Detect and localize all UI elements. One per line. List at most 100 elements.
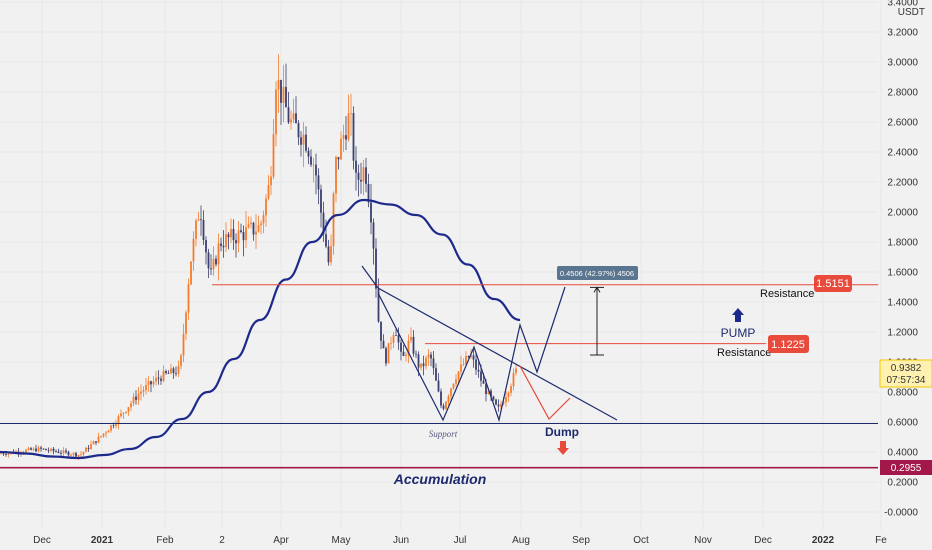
- candle-body: [397, 335, 400, 343]
- pattern-drawings: [361, 265, 618, 423]
- time-axis[interactable]: Dec 2021 Feb 2 Apr May Jun Jul Aug Sep Oct Nov Dec 20…: [33, 535, 887, 546]
- candle-body: [145, 384, 147, 391]
- candle-body: [182, 333, 185, 356]
- candle-body: [382, 340, 385, 349]
- candle-body: [225, 234, 227, 248]
- candle-body: [262, 215, 265, 224]
- candle-body: [335, 156, 337, 194]
- y-tick-label: 3.4000: [887, 0, 918, 9]
- candle-body: [27, 448, 30, 450]
- candle-body: [210, 268, 212, 270]
- candle-body: [222, 245, 225, 248]
- candle-body: [130, 403, 132, 408]
- resistance-label-lower: Resistance: [717, 347, 771, 359]
- candle-body: [455, 379, 457, 384]
- candle-body: [467, 356, 470, 357]
- candle-body: [332, 193, 335, 246]
- candle-body: [80, 454, 82, 456]
- candle-body: [52, 448, 55, 452]
- candle-body: [65, 450, 67, 452]
- candle-body: [325, 234, 327, 247]
- candle-body: [125, 411, 127, 413]
- candle-body: [192, 238, 195, 262]
- x-tick-label: Feb: [156, 535, 174, 546]
- candle-body: [395, 334, 397, 336]
- x-tick-label: Dec: [754, 535, 772, 546]
- accumulation-tag: [880, 460, 932, 475]
- candle-body: [7, 452, 10, 455]
- candle-body: [62, 450, 65, 454]
- candle-body: [232, 229, 235, 241]
- candle-body: [492, 396, 495, 400]
- dump-label: Dump: [545, 425, 579, 439]
- candle-body: [317, 175, 320, 190]
- current-price-countdown: 07:57:34: [887, 375, 926, 386]
- candle-body: [312, 164, 315, 166]
- candle-body: [270, 176, 272, 186]
- candle-body: [487, 390, 490, 395]
- candle-body: [160, 378, 162, 381]
- candle-body: [375, 248, 377, 289]
- candle-body: [400, 342, 402, 352]
- candle-body: [162, 371, 165, 381]
- candle-body: [5, 454, 7, 455]
- candle-body: [500, 404, 502, 407]
- candle-body: [92, 441, 95, 445]
- candle-body: [147, 381, 150, 385]
- candle-body: [32, 448, 35, 450]
- candle-body: [267, 185, 270, 199]
- candle-body: [215, 258, 217, 265]
- quote-currency-label: USDT: [898, 7, 925, 18]
- horizontal-price-lines: [0, 284, 878, 469]
- candle-body: [515, 368, 517, 374]
- candle-body: [0, 453, 2, 455]
- candle-body: [205, 240, 207, 253]
- moving-average-line: [0, 198, 521, 460]
- candle-body: [510, 386, 512, 393]
- candle-body: [402, 351, 405, 356]
- candle-body: [67, 451, 70, 456]
- candle-body: [482, 380, 485, 384]
- candle-body: [30, 448, 32, 450]
- candle-body: [407, 340, 410, 355]
- dump-path-line: [519, 365, 571, 420]
- ma-curve: [0, 198, 521, 460]
- y-tick-label: 3.2000: [887, 28, 918, 39]
- candle-body: [457, 371, 460, 380]
- candle-body: [497, 404, 500, 407]
- candle-body: [137, 393, 140, 400]
- x-tick-label: Dec: [33, 535, 51, 546]
- candle-body: [377, 288, 380, 322]
- annotation-labels: Resistance Resistance 1.1225 Support Acc…: [393, 288, 815, 487]
- candle-body: [77, 455, 80, 457]
- candle-body: [295, 113, 297, 124]
- candle-body: [347, 113, 350, 140]
- candle-body: [437, 380, 440, 392]
- x-tick-label: 2: [219, 535, 225, 546]
- candle-body: [150, 381, 152, 385]
- candle-body: [195, 220, 197, 239]
- candle-body: [390, 342, 392, 344]
- candle-body: [110, 425, 112, 431]
- candle-body: [235, 240, 237, 244]
- candle-body: [372, 222, 375, 249]
- candle-body: [82, 451, 85, 455]
- candle-body: [102, 433, 105, 437]
- candle-body: [152, 381, 155, 385]
- candle-body: [115, 423, 117, 426]
- price-axis[interactable]: USDT 3.4000 3.2000 3.0000 2.8000 2.6000 2.400…: [884, 0, 925, 519]
- y-tick-label: 2.4000: [887, 148, 918, 159]
- x-tick-label: Jun: [393, 535, 409, 546]
- dump-arrow-icon: [557, 441, 569, 455]
- candle-body: [302, 134, 305, 145]
- candle-body: [320, 189, 322, 213]
- candle-body: [417, 354, 420, 368]
- y-tick-label: 2.0000: [887, 208, 918, 219]
- candle-body: [50, 448, 52, 451]
- candle-body: [257, 225, 260, 232]
- x-tick-label: May: [332, 535, 351, 546]
- candle-body: [40, 447, 42, 449]
- candle-body: [90, 444, 92, 449]
- x-tick-label: Sep: [572, 535, 590, 546]
